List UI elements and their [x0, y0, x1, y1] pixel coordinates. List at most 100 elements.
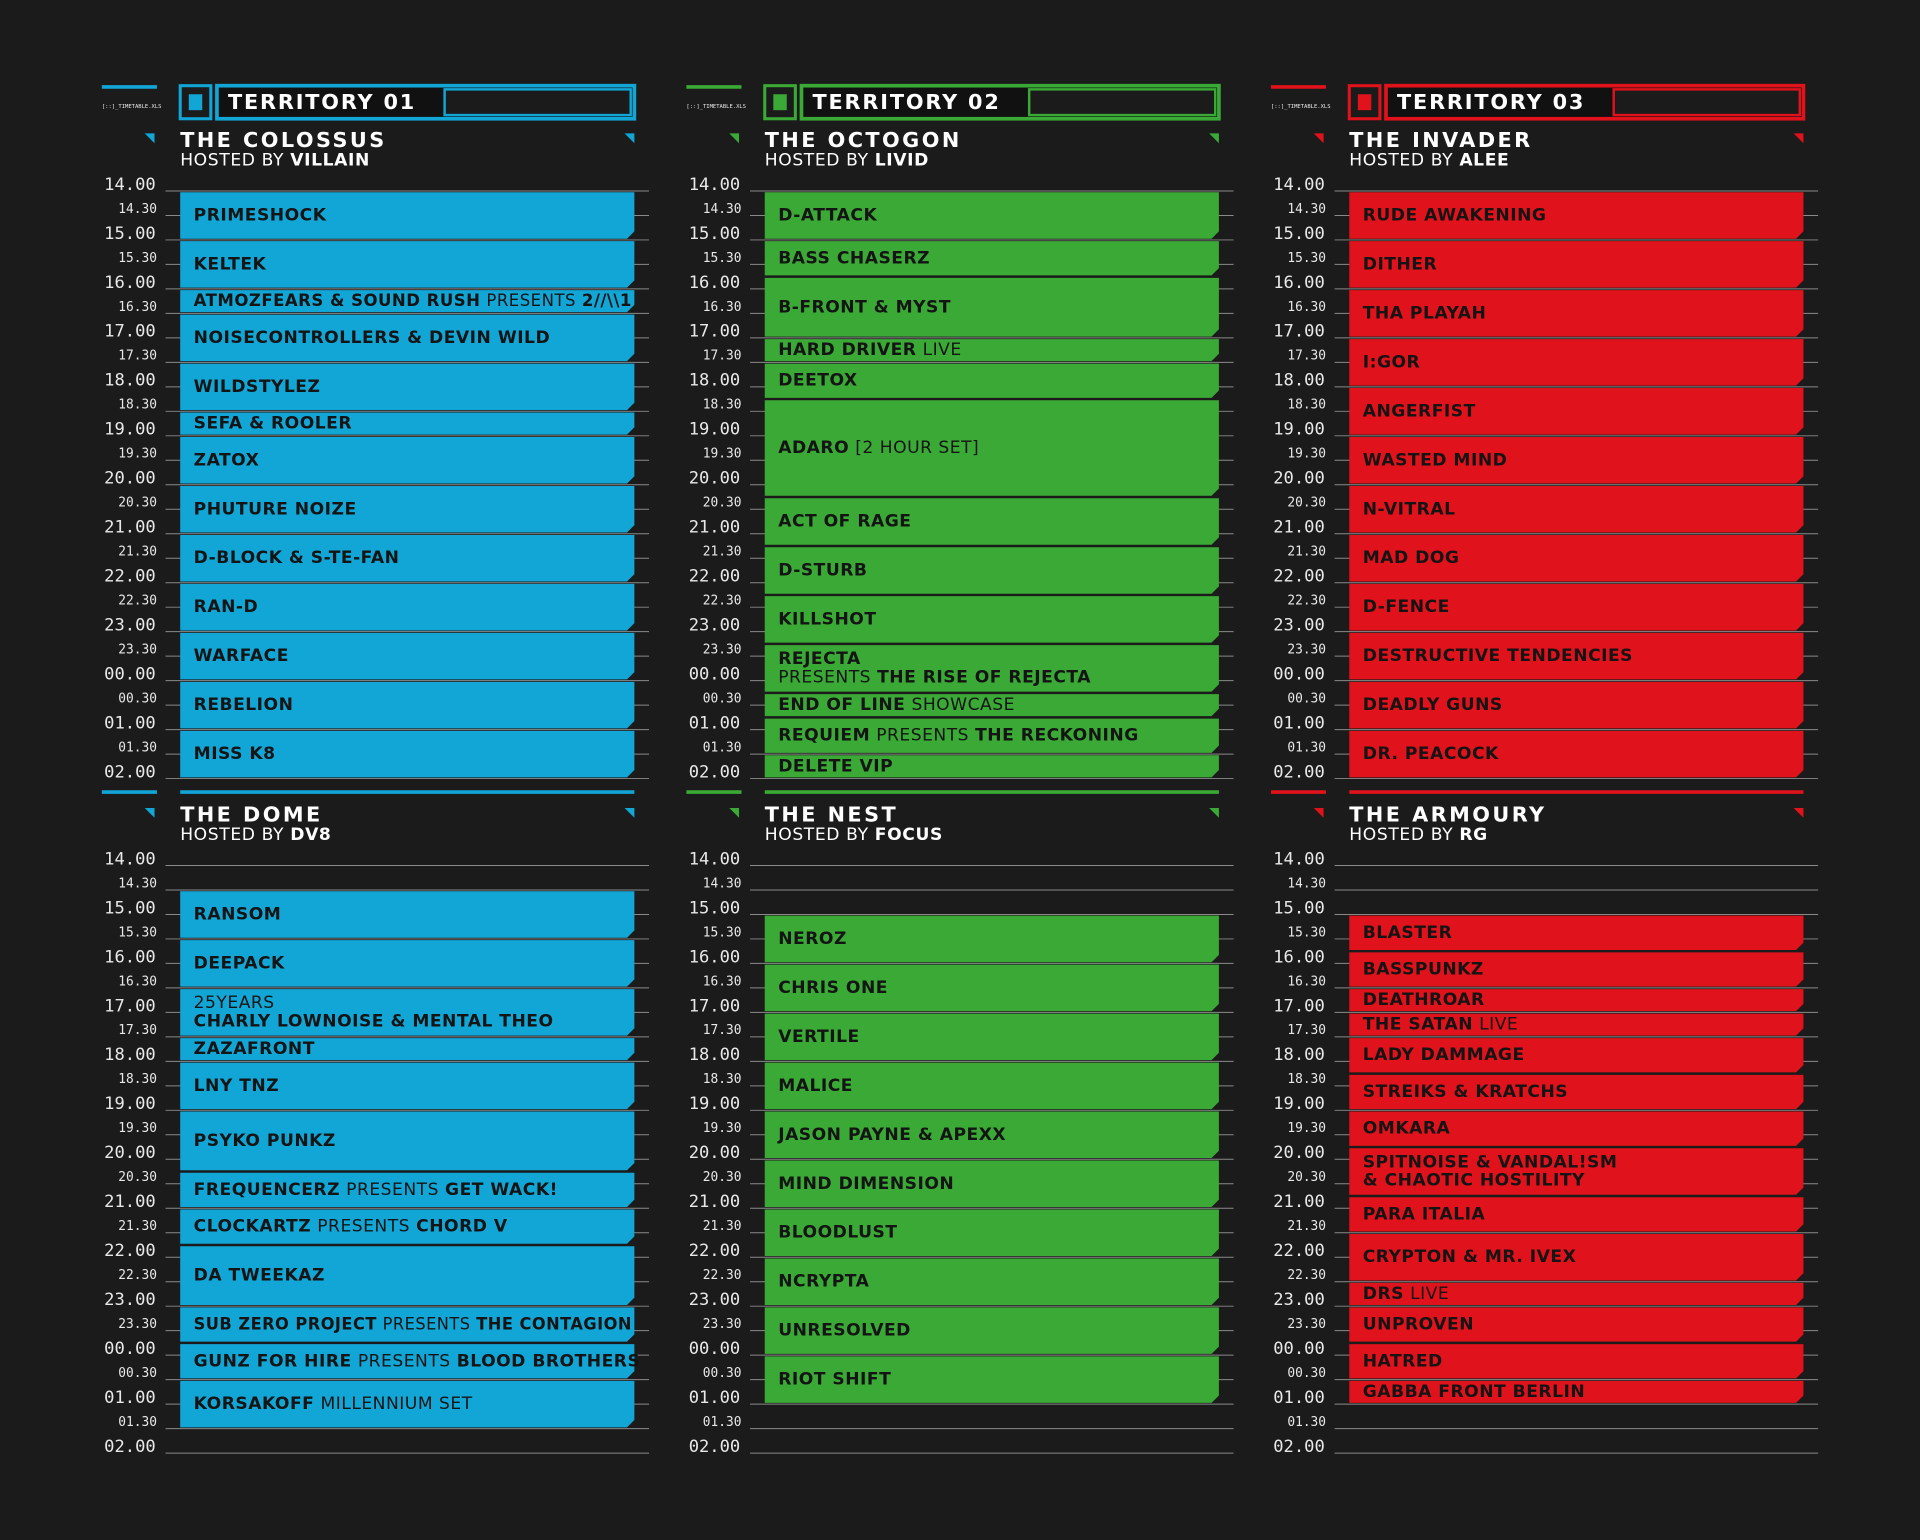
set-artist: GUNZ FOR HIRE	[194, 1351, 352, 1371]
time-label: 17.00	[689, 322, 741, 342]
set-name: DELETE VIP	[778, 756, 893, 776]
set-artist: D-STURB	[778, 560, 867, 580]
set-block	[764, 645, 1219, 692]
time-label: 01.30	[703, 740, 742, 755]
set-artist: GET WACK!	[445, 1180, 558, 1200]
territory-icon	[178, 84, 213, 121]
set-block	[1349, 192, 1804, 239]
set-block	[180, 314, 635, 362]
time-label: 18.00	[1273, 371, 1325, 391]
set-name: PARA ITALIA	[1363, 1204, 1486, 1224]
set-artist: RANSOM	[194, 904, 282, 924]
time-label: 17.00	[104, 322, 156, 342]
set-note: PRESENTS	[317, 1217, 410, 1237]
icon-core	[1357, 94, 1372, 111]
set-artist: NCRYPTA	[778, 1272, 869, 1292]
time-label: 23.00	[104, 1290, 156, 1310]
stage-name: THE OCTOGON	[765, 128, 962, 152]
set-block	[180, 989, 635, 1036]
hosted-by: HOSTED BY	[180, 150, 284, 170]
set-artist: REQUIEM	[778, 726, 870, 746]
time-label: 14.00	[104, 849, 156, 869]
set-name: MALICE	[778, 1076, 853, 1096]
time-label: 19.00	[1273, 420, 1325, 440]
time-label: 15.30	[1287, 925, 1326, 940]
set-artist: B-FRONT & MYST	[778, 297, 951, 317]
time-label: 02.00	[1273, 1437, 1325, 1457]
time-label: 17.30	[118, 1023, 157, 1038]
set-block	[1349, 1282, 1804, 1305]
set-note: LIVE	[1479, 1015, 1518, 1035]
set-artist: BASSPUNKZ	[1363, 960, 1484, 980]
time-label: 16.30	[703, 300, 742, 315]
time-label: 23.30	[118, 1317, 157, 1332]
time-label: 23.00	[689, 1290, 741, 1310]
set-name: REJECTA	[778, 649, 861, 669]
time-label: 15.00	[689, 224, 741, 244]
time-label: 22.00	[1273, 1241, 1325, 1261]
time-label: 17.00	[689, 996, 741, 1016]
set-note: LIVE	[923, 340, 962, 360]
set-artist: THA PLAYAH	[1363, 303, 1487, 323]
time-label: 15.30	[703, 925, 742, 940]
set-name: CLOCKARTZ PRESENTS CHORD V	[194, 1217, 508, 1237]
territory-box-inner	[1612, 88, 1802, 117]
set-block	[1349, 952, 1804, 987]
territory-box-inner	[443, 88, 632, 117]
set-artist: MISS K8	[194, 744, 276, 764]
set-artist: VERTILE	[778, 1027, 859, 1047]
set-block	[764, 1160, 1219, 1208]
set-block	[764, 1013, 1219, 1061]
set-name: & CHAOTIC HOSTILITY	[1363, 1171, 1585, 1191]
set-artist: PSYKO PUNKZ	[194, 1131, 336, 1151]
set-name: ACT OF RAGE	[778, 511, 911, 531]
set-block	[764, 694, 1219, 717]
time-label: 22.00	[689, 1241, 741, 1261]
set-block	[764, 718, 1219, 753]
territory-title: TERRITORY 02	[812, 90, 1000, 114]
set-note: [2 HOUR SET]	[855, 438, 979, 458]
set-artist: BASS CHASERZ	[778, 248, 930, 268]
time-label: 20.30	[703, 496, 742, 511]
set-artist: PARA ITALIA	[1363, 1204, 1486, 1224]
set-block	[1349, 915, 1804, 950]
set-artist: CHORD V	[416, 1217, 508, 1237]
set-artist: DR. PEACOCK	[1363, 744, 1499, 764]
stage-host: HOSTED BY VILLAIN	[180, 150, 370, 170]
set-name: DITHER	[1363, 254, 1437, 274]
time-label: 23.30	[1287, 643, 1326, 658]
set-name: ADARO [2 HOUR SET]	[778, 438, 979, 458]
set-name: LNY TNZ	[194, 1076, 279, 1096]
set-artist: DELETE VIP	[778, 756, 893, 776]
time-label: 16.00	[104, 947, 156, 967]
set-note: SHOWCASE	[911, 695, 1014, 715]
set-artist: ADARO	[778, 438, 849, 458]
time-label: 19.00	[689, 420, 741, 440]
icon-frame	[178, 84, 213, 121]
host-name: VILLAIN	[290, 150, 370, 170]
set-block	[764, 1356, 1219, 1403]
set-artist: DESTRUCTIVE TENDENCIES	[1363, 646, 1633, 666]
set-block	[180, 891, 635, 938]
time-label: 01.00	[104, 713, 156, 733]
stage-name: THE COLOSSUS	[180, 128, 386, 152]
time-label: 19.30	[118, 447, 157, 462]
time-label: 01.00	[689, 713, 741, 733]
time-label: 02.00	[1273, 762, 1325, 782]
set-block	[180, 1380, 635, 1428]
time-label: 18.00	[104, 371, 156, 391]
time-label: 00.00	[689, 1339, 741, 1359]
set-artist: SUB ZERO PROJECT	[194, 1315, 377, 1335]
set-block	[1349, 1197, 1804, 1232]
time-label: 23.00	[689, 616, 741, 636]
set-artist: NEROZ	[778, 929, 847, 949]
time-label: 23.30	[118, 643, 157, 658]
stage-host: HOSTED BY ALEE	[1349, 150, 1509, 170]
host-name: LIVID	[875, 150, 929, 170]
time-label: 14.30	[118, 876, 157, 891]
set-name: LADY DAMMAGE	[1363, 1045, 1525, 1065]
set-block	[180, 437, 635, 484]
time-label: 19.30	[1287, 1121, 1326, 1136]
time-label: 18.00	[104, 1045, 156, 1065]
